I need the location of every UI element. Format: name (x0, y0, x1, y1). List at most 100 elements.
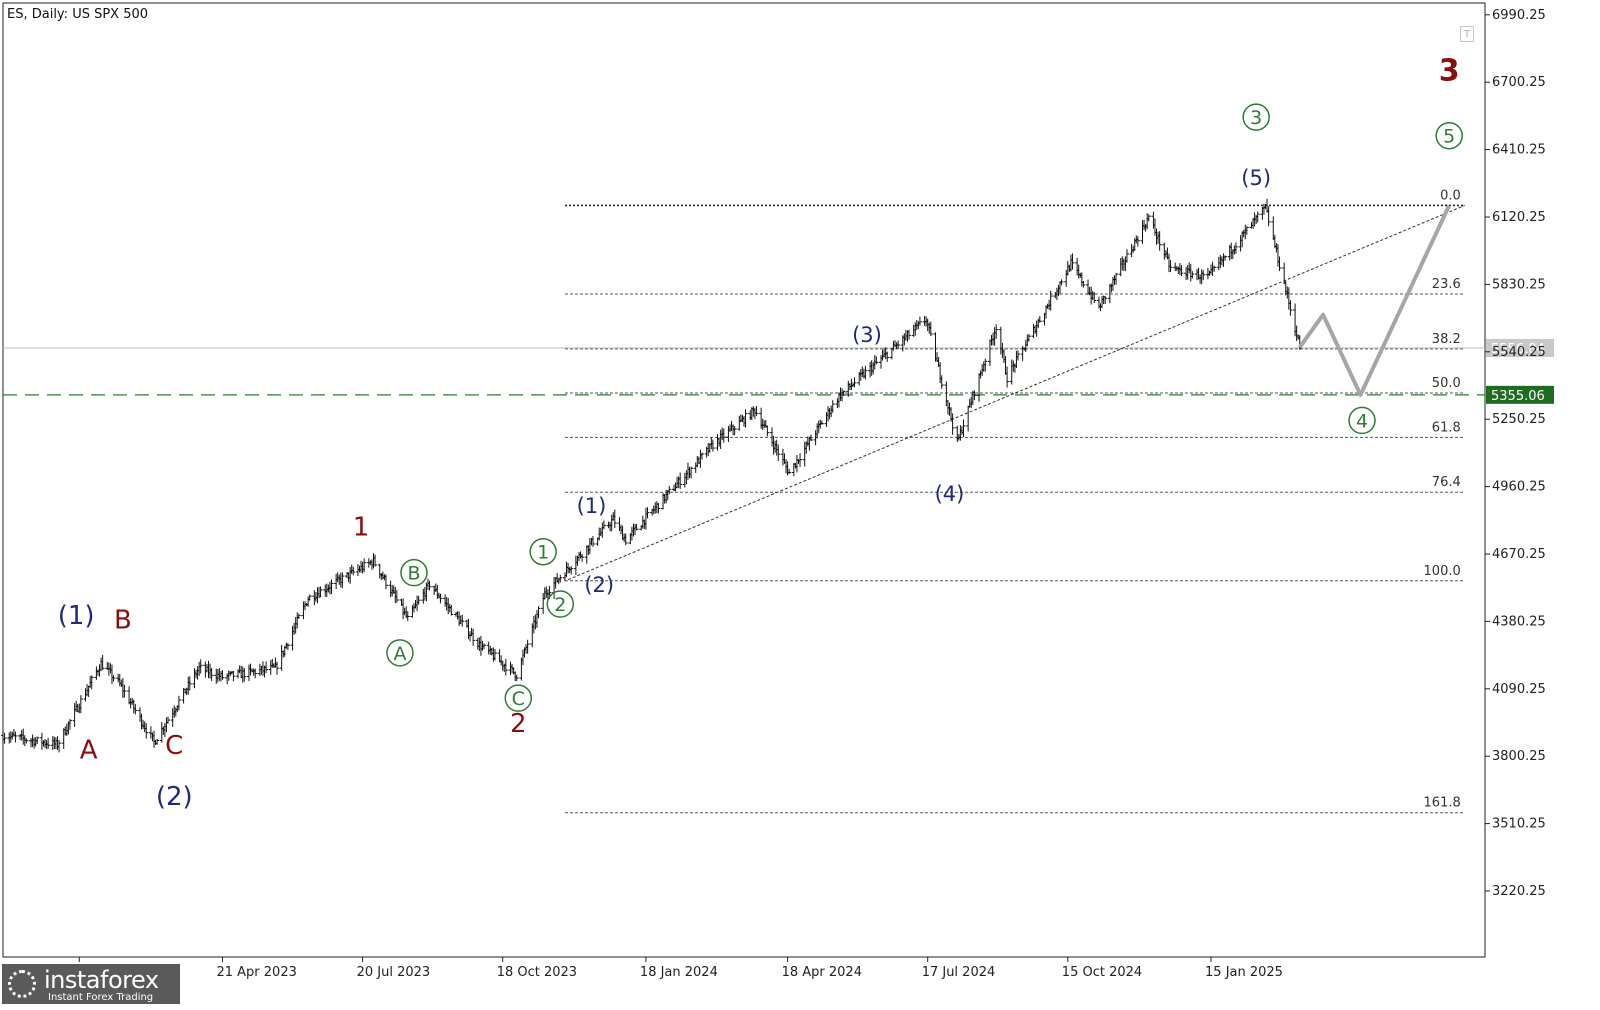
wave-label: C (165, 731, 183, 761)
wave-label-circle (1435, 121, 1463, 150)
chart-title: ES, Daily: US SPX 500 (7, 7, 148, 22)
y-tick-label: 6990.25 (1492, 8, 1546, 23)
projection-polyline (1298, 204, 1452, 397)
current-price-label: 5556.84 (1491, 342, 1545, 357)
fib-level-label: 50.0 (1432, 376, 1461, 391)
wave-label-text: (1) (58, 601, 95, 631)
y-tick-label: 6120.25 (1492, 210, 1546, 225)
wave-label: 3 (1439, 53, 1460, 88)
wave-label-circle (504, 684, 533, 712)
wave-label-text: 1 (353, 513, 370, 543)
wave-label: (4) (935, 482, 965, 506)
brand-name: instaforex (44, 966, 159, 994)
template-button[interactable]: T (1460, 26, 1474, 42)
wave-label-text: C (165, 731, 183, 761)
wave-label-text: 3 (1439, 53, 1460, 88)
y-tick-label: 3800.25 (1492, 749, 1546, 764)
fib-level-label: 161.8 (1424, 796, 1461, 811)
wave-label-text: 5 (1443, 126, 1455, 148)
wave-label-text: 2 (554, 594, 566, 616)
fib-level-label: 61.8 (1432, 420, 1461, 435)
wave-label: (1) (58, 601, 95, 631)
y-tick-label: 3510.25 (1492, 817, 1546, 832)
fib-level-label: 100.0 (1424, 564, 1461, 579)
x-tick-label: 15 Oct 2024 (1062, 965, 1142, 980)
brand-logo: instaforex Instant Forex Trading (2, 964, 180, 1004)
y-tick-label: 6700.25 (1492, 75, 1546, 90)
fibonacci-retracement[interactable]: 0.0 23.6 38.2 50.0 61.8 76.4 100.0 161.8 (564, 188, 1465, 814)
y-tick-label: 4670.25 (1492, 547, 1546, 562)
y-tick-label: 3220.25 (1492, 884, 1546, 899)
wave-label-text: B (407, 563, 420, 585)
x-tick-label: 15 Jan 2025 (1205, 965, 1283, 980)
target-level-label: 5355.06 (1491, 389, 1545, 404)
wave-label-circle (400, 558, 428, 587)
wave-label: (2) (584, 573, 614, 597)
x-tick-label: 18 Oct 2023 (497, 965, 577, 980)
wave-label-text: (4) (935, 482, 965, 506)
y-tick-label: 4960.25 (1492, 480, 1546, 495)
wave-label-circle (386, 639, 414, 667)
wave-label: (5) (1241, 166, 1271, 190)
wave-label-text: C (512, 688, 525, 710)
wave-label-text: (1) (577, 494, 607, 518)
wave-label-text: 2 (510, 709, 527, 739)
target-level-tag (1486, 385, 1554, 404)
x-tick-label: 20 Jul 2023 (357, 965, 431, 980)
trendline-line (567, 204, 1465, 581)
wave-label-text: 1 (537, 542, 549, 564)
fib-level-label: 38.2 (1432, 332, 1461, 347)
wave-label-text: 3 (1250, 107, 1262, 129)
wave-label-text: A (393, 643, 406, 665)
wave-label-text: (2) (584, 573, 614, 597)
wave-label: (3) (852, 323, 882, 347)
wave-label: 2 (546, 590, 575, 618)
wave-label: A (386, 639, 414, 667)
x-tick-label: 17 Jul 2024 (922, 965, 996, 980)
wave-label: B (114, 605, 132, 635)
wave-label-circle (529, 537, 557, 566)
x-tick-label: 18 Apr 2024 (782, 965, 862, 980)
projection-path[interactable] (1298, 204, 1452, 397)
wave-label: (1) (577, 494, 607, 518)
y-tick-label: 6410.25 (1492, 143, 1546, 158)
fib-level-label: 23.6 (1432, 277, 1461, 292)
wave-label: 1 (529, 537, 557, 566)
y-tick-label: 4380.25 (1492, 614, 1546, 629)
fib-level-label: 0.0 (1440, 188, 1461, 203)
wave-label: (2) (156, 782, 193, 812)
wave-label-text: A (80, 736, 98, 766)
wave-label-text: (3) (852, 323, 882, 347)
wave-label-text: 4 (1356, 410, 1368, 432)
trendline[interactable] (567, 204, 1465, 581)
brand-tagline: Instant Forex Trading (48, 992, 154, 1003)
wave-label-text: (2) (156, 782, 193, 812)
wave-label: A (80, 736, 98, 766)
x-tick-label: 18 Jan 2024 (640, 965, 718, 980)
fib-level-label: 76.4 (1432, 475, 1461, 490)
wave-label-circle (1348, 406, 1376, 435)
plot-frame (2, 2, 1486, 958)
wave-label: 2 (510, 709, 527, 739)
y-tick-label: 5540.25 (1492, 345, 1546, 360)
y-tick-label: 5830.25 (1492, 277, 1546, 292)
wave-label-circle (546, 590, 575, 618)
brand-logo-icon (8, 970, 36, 998)
wave-label: 4 (1348, 406, 1376, 435)
wave-label: 5 (1435, 121, 1463, 150)
wave-label-circle (1242, 103, 1270, 131)
x-tick-label: 21 Apr 2023 (216, 965, 296, 980)
wave-label: C (504, 684, 533, 712)
y-axis: 6990.25 6700.25 6410.25 6120.25 5830.25 5540.… (1485, 8, 1546, 899)
horizontal-lines: 5556.84 5355.06 (3, 338, 1554, 404)
wave-label-text: B (114, 605, 132, 635)
y-tick-label: 5250.25 (1492, 412, 1546, 427)
wave-label: B (400, 558, 428, 587)
current-price-tag (1486, 338, 1554, 357)
y-tick-label: 4090.25 (1492, 682, 1546, 697)
wave-label: 3 (1242, 103, 1270, 131)
